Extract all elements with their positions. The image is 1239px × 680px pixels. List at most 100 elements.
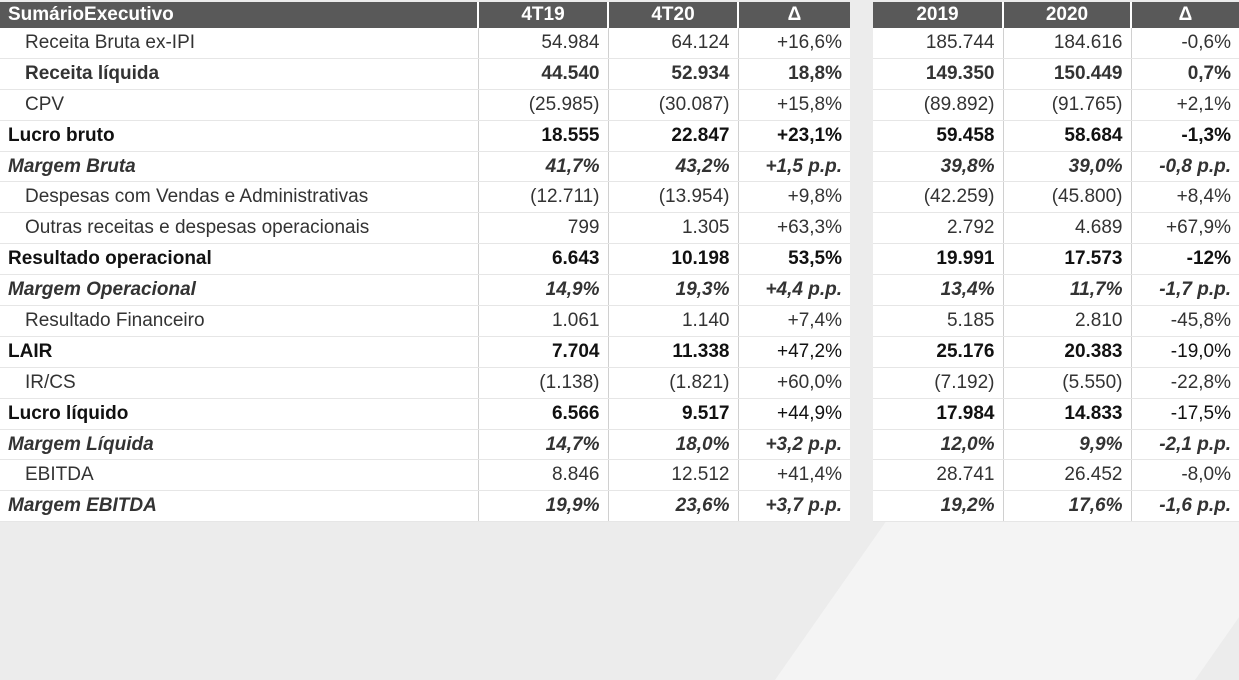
cell-2019: 39,8% <box>873 151 1004 183</box>
cell-quarter-delta: +16,6% <box>738 28 850 59</box>
table-header-row: 2019 2020 Δ <box>873 2 1239 28</box>
table-row: IR/CS (1.138) (1.821) +60,0% <box>0 367 850 399</box>
cell-2019: (7.192) <box>873 367 1004 399</box>
cell-4t19: 799 <box>478 212 609 245</box>
cell-4t20: 9.517 <box>608 398 739 430</box>
table-row: Outras receitas e despesas operacionais 7… <box>0 212 850 245</box>
table-row: (42.259) (45.800) +8,4% <box>873 181 1239 214</box>
row-label: Margem Líquida <box>0 429 479 461</box>
quarterly-summary-table: SumárioExecutivo 4T19 4T20 Δ Receita Bru… <box>0 2 850 523</box>
cell-annual-delta: -12% <box>1131 243 1239 276</box>
cell-2020: (45.800) <box>1003 181 1132 214</box>
cell-2020: 39,0% <box>1003 151 1132 183</box>
cell-2020: 2.810 <box>1003 305 1132 337</box>
cell-annual-delta: -17,5% <box>1131 398 1239 430</box>
table-row: 17.984 14.833 -17,5% <box>873 398 1239 430</box>
cell-annual-delta: -8,0% <box>1131 459 1239 492</box>
cell-4t19: 18.555 <box>478 120 609 152</box>
cell-2019: 25.176 <box>873 336 1004 368</box>
cell-2019: 59.458 <box>873 120 1004 152</box>
cell-quarter-delta: +47,2% <box>738 336 850 368</box>
cell-2019: 28.741 <box>873 459 1004 492</box>
annual-summary-table: 2019 2020 Δ 185.744 184.616 -0,6% 149.350 1… <box>873 2 1239 523</box>
cell-quarter-delta: +1,5 p.p. <box>738 151 850 183</box>
table-header-row: SumárioExecutivo 4T19 4T20 Δ <box>0 2 850 28</box>
cell-4t19: (12.711) <box>478 181 609 214</box>
table-row: EBITDA 8.846 12.512 +41,4% <box>0 459 850 492</box>
cell-2020: 17.573 <box>1003 243 1132 276</box>
cell-2020: 26.452 <box>1003 459 1132 492</box>
cell-4t20: 1.140 <box>608 305 739 337</box>
table-row: Receita Bruta ex-IPI 54.984 64.124 +16,6% <box>0 28 850 59</box>
table-row: Receita líquida 44.540 52.934 18,8% <box>0 58 850 90</box>
cell-4t19: 19,9% <box>478 490 609 523</box>
cell-4t20: 1.305 <box>608 212 739 245</box>
table-row: Resultado Financeiro 1.061 1.140 +7,4% <box>0 305 850 337</box>
cell-4t19: 41,7% <box>478 151 609 183</box>
row-label: Despesas com Vendas e Administrativas <box>0 181 479 214</box>
cell-annual-delta: +8,4% <box>1131 181 1239 214</box>
cell-2020: 9,9% <box>1003 429 1132 461</box>
cell-4t19: 7.704 <box>478 336 609 368</box>
cell-annual-delta: +2,1% <box>1131 89 1239 121</box>
cell-4t19: 54.984 <box>478 28 609 59</box>
cell-annual-delta: -45,8% <box>1131 305 1239 337</box>
cell-4t20: (13.954) <box>608 181 739 214</box>
header-2019: 2019 <box>873 2 1004 28</box>
header-annual-delta: Δ <box>1131 2 1239 28</box>
table-row: 185.744 184.616 -0,6% <box>873 28 1239 59</box>
row-label: LAIR <box>0 336 479 368</box>
cell-2019: 12,0% <box>873 429 1004 461</box>
cell-2020: (5.550) <box>1003 367 1132 399</box>
cell-quarter-delta: +44,9% <box>738 398 850 430</box>
cell-quarter-delta: +23,1% <box>738 120 850 152</box>
table-row: 19,2% 17,6% -1,6 p.p. <box>873 490 1239 523</box>
cell-quarter-delta: +3,7 p.p. <box>738 490 850 523</box>
cell-annual-delta: -0,6% <box>1131 28 1239 59</box>
cell-quarter-delta: +3,2 p.p. <box>738 429 850 461</box>
cell-4t20: 52.934 <box>608 58 739 90</box>
cell-4t19: 6.643 <box>478 243 609 276</box>
cell-4t20: 10.198 <box>608 243 739 276</box>
cell-annual-delta: 0,7% <box>1131 58 1239 90</box>
cell-4t19: 44.540 <box>478 58 609 90</box>
cell-4t19: 14,7% <box>478 429 609 461</box>
table-row: 12,0% 9,9% -2,1 p.p. <box>873 429 1239 461</box>
cell-2020: 11,7% <box>1003 274 1132 307</box>
row-label: Resultado operacional <box>0 243 479 276</box>
cell-quarter-delta: 53,5% <box>738 243 850 276</box>
cell-2020: (91.765) <box>1003 89 1132 121</box>
row-label: EBITDA <box>0 459 479 492</box>
table-row: 2.792 4.689 +67,9% <box>873 212 1239 245</box>
row-label: Margem Operacional <box>0 274 479 307</box>
cell-4t20: 64.124 <box>608 28 739 59</box>
cell-2019: 13,4% <box>873 274 1004 307</box>
cell-annual-delta: -22,8% <box>1131 367 1239 399</box>
cell-4t20: 19,3% <box>608 274 739 307</box>
cell-2020: 20.383 <box>1003 336 1132 368</box>
cell-2019: 2.792 <box>873 212 1004 245</box>
row-label: Lucro bruto <box>0 120 479 152</box>
cell-4t19: 6.566 <box>478 398 609 430</box>
cell-2019: 185.744 <box>873 28 1004 59</box>
cell-annual-delta: -2,1 p.p. <box>1131 429 1239 461</box>
table-row: 13,4% 11,7% -1,7 p.p. <box>873 274 1239 307</box>
table-row: Despesas com Vendas e Administrativas (12… <box>0 181 850 214</box>
row-label: Margem Bruta <box>0 151 479 183</box>
cell-2019: 19.991 <box>873 243 1004 276</box>
cell-quarter-delta: 18,8% <box>738 58 850 90</box>
table-row: 28.741 26.452 -8,0% <box>873 459 1239 492</box>
cell-4t20: (1.821) <box>608 367 739 399</box>
cell-quarter-delta: +60,0% <box>738 367 850 399</box>
row-label: Resultado Financeiro <box>0 305 479 337</box>
cell-4t19: (1.138) <box>478 367 609 399</box>
row-label: Receita líquida <box>0 58 479 90</box>
cell-2019: 149.350 <box>873 58 1004 90</box>
table-row: Margem Operacional 14,9% 19,3% +4,4 p.p. <box>0 274 850 307</box>
row-label: Outras receitas e despesas operacionais <box>0 212 479 245</box>
row-label: IR/CS <box>0 367 479 399</box>
table-row: Margem Líquida 14,7% 18,0% +3,2 p.p. <box>0 429 850 461</box>
cell-4t20: (30.087) <box>608 89 739 121</box>
table-row: Lucro bruto 18.555 22.847 +23,1% <box>0 120 850 152</box>
cell-4t20: 11.338 <box>608 336 739 368</box>
